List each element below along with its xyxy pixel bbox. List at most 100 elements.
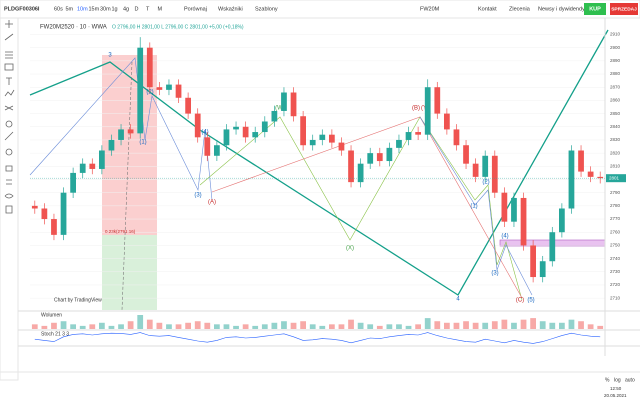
interval[interactable]: T [146,6,150,12]
icon-cross[interactable] [5,20,13,28]
buy-button[interactable] [584,3,606,15]
interval[interactable]: M [158,6,163,12]
icon-fib[interactable] [5,51,13,59]
link[interactable]: Newsy i dywidendy [538,6,585,12]
candle-body [539,261,546,278]
candle-body [396,139,402,148]
candle-body [281,92,287,111]
candle-body [415,132,421,135]
candle-body [568,150,575,209]
y-tick-label: 2750 [610,243,621,248]
y-tick-label: 2900 [610,45,621,50]
candle-body [559,208,565,233]
scale-opt[interactable]: auto [625,377,635,383]
candle-body [146,47,153,88]
candle-body [482,155,489,177]
volume-bar [415,324,421,329]
candle-body [271,110,278,122]
icon-line[interactable] [4,33,14,41]
candle-body [597,176,604,179]
candle-body [99,150,105,169]
candle-body [79,163,86,173]
templates[interactable]: Szablony [255,6,278,12]
date: 20.05.2021 [604,393,627,398]
link[interactable]: Kontakt [478,6,497,12]
candle-body [166,84,172,90]
legend-ohlc: O 2796,00 H 2801,00 L 2796,00 C 2801,00 … [112,24,244,30]
last-price: 2801 [609,175,620,180]
volume-bar [357,322,364,329]
candle-body [233,126,239,130]
sell-button[interactable] [610,3,638,15]
icon-predict[interactable] [4,105,14,111]
volume-bar [166,324,172,329]
interval[interactable]: 5m [66,6,74,12]
icon-pattern[interactable] [4,89,15,97]
volume-bar [137,315,144,329]
icon-rect[interactable] [4,63,14,71]
candle-body [376,153,383,162]
y-tick-label: 2830 [610,137,621,142]
interval[interactable]: 60s [54,6,63,12]
candle-body [70,172,76,193]
interval[interactable]: 1g [112,6,118,12]
volume-bar [309,324,316,329]
candle-body [41,208,48,220]
candle-body [424,87,431,135]
candle-body [520,197,527,246]
candle-body [89,163,96,169]
candle-body [434,87,441,114]
volume-bar [501,319,508,329]
wave-label: 3 [108,53,112,59]
volume-bar [70,324,76,329]
icon-text[interactable] [6,77,12,85]
indicators[interactable]: Wskaźniki [218,6,243,12]
candle-body [242,126,249,138]
volume-bar [568,319,575,329]
icon-measure[interactable] [4,131,14,141]
volume-bar [472,322,479,329]
volume-bar [233,325,239,329]
scale-opt[interactable]: log [614,377,621,383]
candle-body [137,47,144,134]
candle-body [118,129,124,140]
icon-shape[interactable] [5,120,13,128]
instrument[interactable]: FW20M [420,6,440,12]
y-tick-label: 2810 [610,164,621,169]
volume-bar [252,325,259,329]
volume-bar [194,321,201,329]
y-tick-label: 2730 [610,269,621,274]
legend-name: FW20M2520 · 10 · WWA [40,25,107,31]
volume-bar [482,322,489,329]
interval[interactable]: 30m [100,6,111,12]
sell-label[interactable]: SPRZEDAJ [611,6,637,12]
volume-bar [367,324,374,329]
candle-body [367,153,374,164]
volume-bar [156,322,163,329]
volume-bar [89,324,96,329]
interval[interactable]: 15m [89,6,100,12]
compare[interactable]: Porównaj [184,6,207,12]
volume-bar [41,325,48,329]
icon-trash[interactable] [5,205,13,214]
scale-opt[interactable]: % [605,377,610,383]
y-tick-label: 2790 [610,190,621,195]
position-label: 0.23k(2791.16) [105,229,136,234]
interval[interactable]: D [135,6,139,12]
volume-bar [511,322,517,329]
volume-bar [127,321,134,329]
symbol[interactable]: PLDGF00306I [4,6,40,12]
icon-lock[interactable] [6,179,12,185]
volume-bar [559,322,565,329]
candle-body [501,192,508,222]
interval[interactable]: 4g [123,6,129,12]
buy-label[interactable]: KUP [589,6,601,12]
top-toolbar: PLDGF00306I 60s 5m 10m 15m 30m 1g 4g D T M Porówn… [0,0,640,19]
volume-bar [424,318,431,329]
icon-magnet[interactable] [5,165,13,172]
icon-eye[interactable] [4,193,14,199]
link[interactable]: Zlecenia [509,6,531,12]
icon-zoom[interactable] [5,148,13,156]
interval[interactable]: 10m [77,6,88,12]
